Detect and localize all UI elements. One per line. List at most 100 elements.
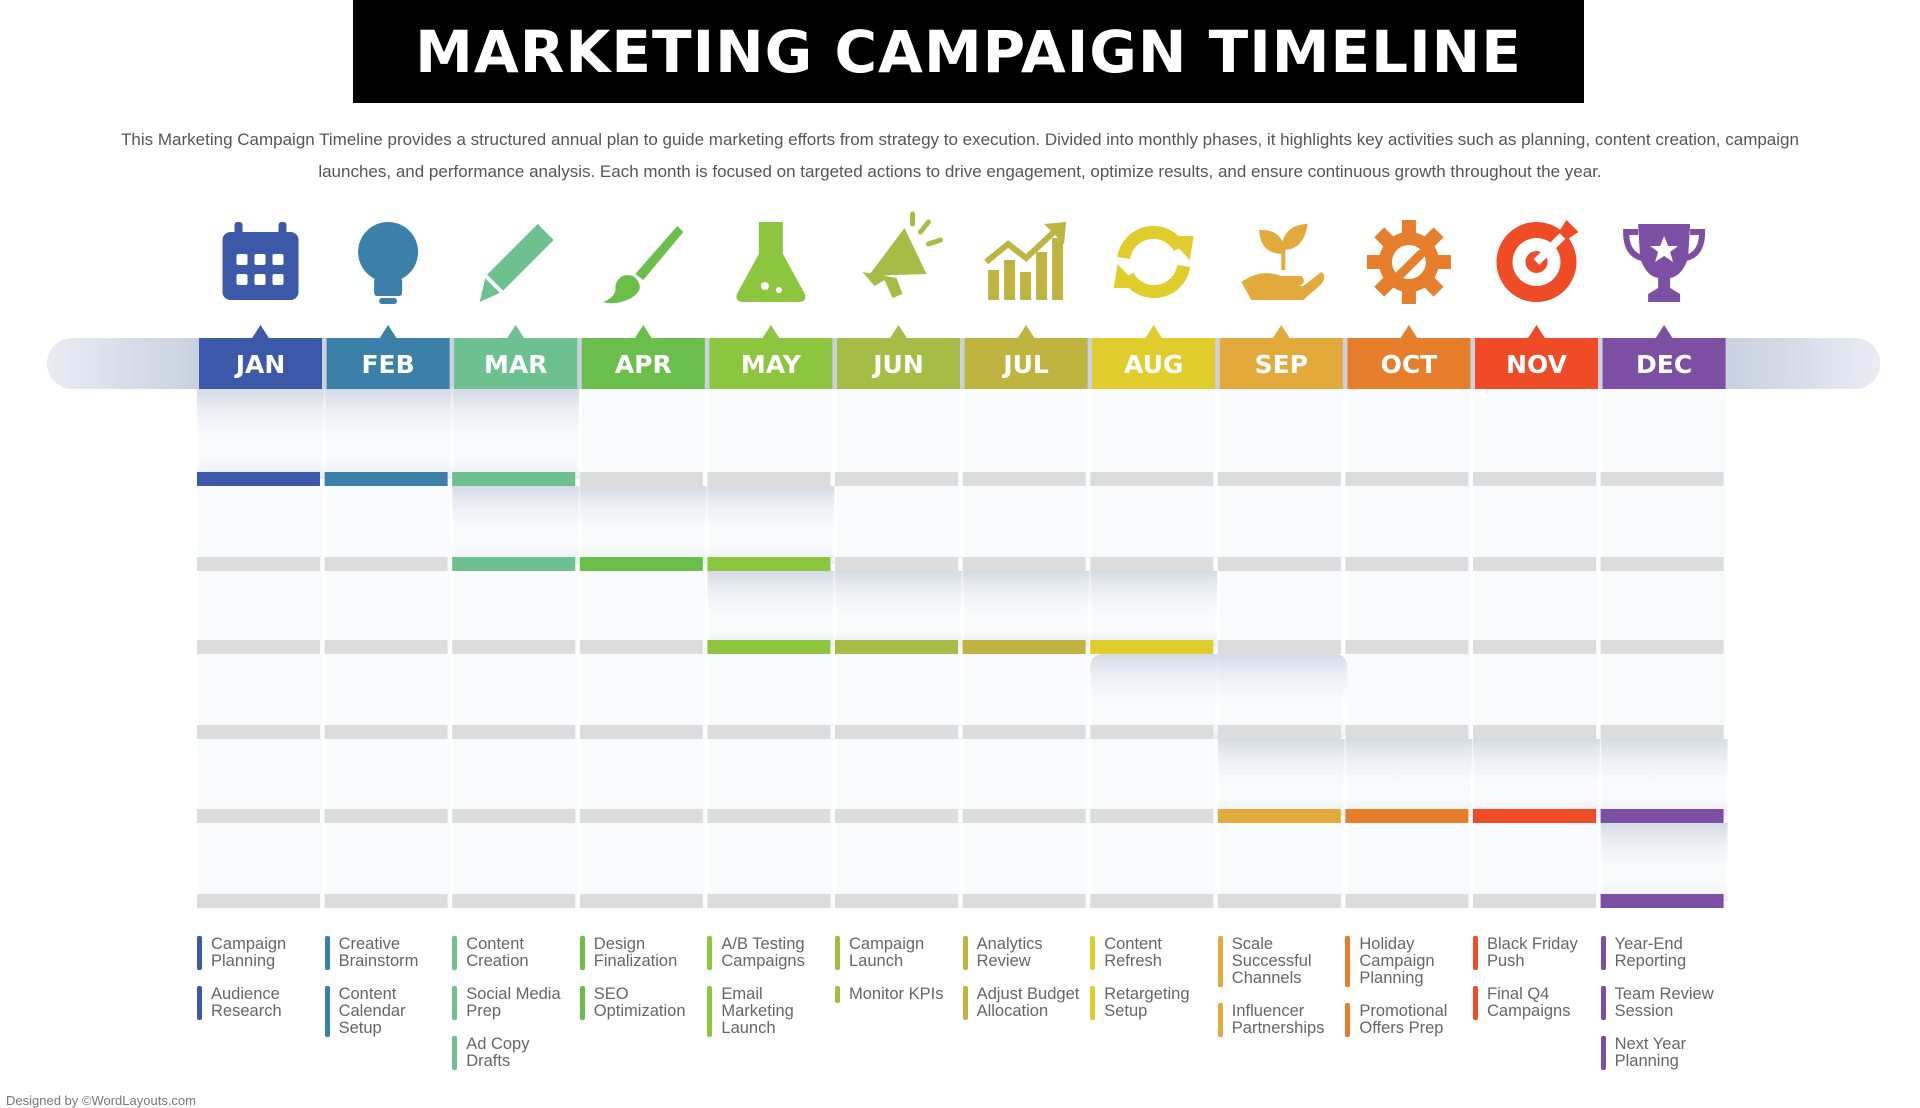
row-segment	[1345, 809, 1469, 823]
task: Social Media Prep	[452, 986, 570, 1020]
row-segment	[1473, 894, 1596, 908]
row-segment	[579, 725, 703, 739]
task: Influencer Partnerships	[1217, 1003, 1336, 1037]
task: Design Finalization	[579, 935, 698, 970]
task-text: Year-End Reporting	[1614, 935, 1687, 970]
task: Promotional Offers Prep	[1345, 1003, 1463, 1037]
row-segment	[1600, 557, 1724, 571]
month-box	[1219, 338, 1343, 389]
icon-part	[1650, 236, 1679, 262]
icon-part	[236, 254, 248, 265]
task-text: Ad Copy Drafts	[466, 1035, 530, 1070]
icon-part	[760, 282, 769, 290]
month-label: OCT	[1381, 350, 1438, 379]
month-icon	[479, 224, 554, 302]
task-bar	[1217, 936, 1223, 987]
row-segment	[324, 472, 448, 486]
month-label: APR	[615, 350, 672, 379]
icon-part	[868, 228, 927, 276]
row-segment	[1090, 894, 1214, 908]
icon-part	[234, 222, 243, 238]
icon-part	[775, 287, 782, 293]
task-bar	[324, 936, 330, 970]
task-bar	[962, 986, 968, 1020]
row-segment	[579, 809, 703, 823]
task: A/B Testing Campaigns	[707, 936, 825, 970]
row-segment	[1345, 557, 1469, 571]
span-shade	[197, 389, 324, 479]
row-segment	[197, 472, 320, 486]
task-text: SEO Optimization	[593, 985, 686, 1020]
row-segment	[1090, 557, 1214, 571]
row-segment	[1600, 809, 1724, 823]
row-segment	[452, 894, 576, 908]
task-text: Content Creation	[466, 935, 529, 970]
description: This Marketing Campaign Timeline provide…	[121, 130, 1799, 181]
month-icon	[736, 222, 806, 302]
task: Adjust Budget Allocation	[962, 986, 1081, 1020]
icon-part	[1533, 229, 1570, 265]
icon-part	[910, 211, 943, 247]
icon-part	[862, 272, 903, 298]
task-bar	[1217, 1003, 1223, 1037]
month-icon	[1113, 225, 1194, 299]
row-segment	[324, 809, 448, 823]
row-segment	[707, 472, 831, 486]
icon-part	[379, 298, 398, 304]
task-text: Retargeting Setup	[1104, 985, 1190, 1020]
task-text: Analytics Review	[976, 935, 1043, 970]
task-bar	[707, 986, 713, 1037]
month-pointer	[761, 325, 780, 339]
span-shade	[452, 389, 580, 479]
month-icon	[984, 222, 1067, 300]
task-bar	[452, 1036, 458, 1070]
icon-part	[1422, 275, 1444, 297]
row-segment	[1217, 557, 1341, 571]
task-bar	[962, 936, 968, 970]
task-bar	[1345, 1003, 1351, 1037]
task-bar	[1600, 986, 1606, 1020]
row-segment	[707, 894, 831, 908]
month-box	[1347, 338, 1471, 389]
task-text: Campaign Launch	[849, 935, 925, 970]
task-bar	[1600, 936, 1606, 970]
task-bar	[707, 936, 713, 970]
row-segment	[197, 894, 320, 908]
span-shade	[835, 571, 962, 647]
icon-part	[479, 224, 554, 302]
row-segment	[197, 557, 320, 571]
icon-part	[1422, 227, 1444, 249]
task: Monitor KPIs	[835, 986, 953, 1003]
span-shade	[1600, 739, 1728, 816]
month-label: FEB	[361, 350, 414, 379]
task-text: Audience Research	[211, 985, 282, 1020]
row-segment	[1217, 640, 1341, 654]
task-text: Promotional Offers Prep	[1359, 1002, 1448, 1037]
icon-part	[1623, 229, 1706, 261]
row-segment	[1600, 894, 1724, 908]
task-bar	[835, 936, 840, 970]
row-segment	[1090, 640, 1214, 654]
row-segment	[452, 557, 576, 571]
month-icon	[862, 211, 943, 298]
task: Content Creation	[452, 936, 570, 970]
icon-part	[272, 274, 284, 285]
icon-part	[278, 222, 287, 238]
row-segment	[1090, 809, 1214, 823]
row-segment	[579, 557, 703, 571]
icon-part	[1241, 272, 1325, 300]
icon-part	[1638, 224, 1691, 302]
month-pointer	[889, 325, 908, 339]
icon-part	[1366, 255, 1383, 269]
task-text: Design Finalization	[593, 935, 678, 970]
row-segment	[1473, 725, 1596, 739]
row-segment	[835, 472, 958, 486]
icon-part	[272, 254, 284, 265]
span-shade	[707, 486, 835, 564]
row-segment	[1600, 472, 1724, 486]
task-text: Black Friday Push	[1487, 935, 1578, 970]
month-label: JAN	[234, 350, 286, 379]
icon-part	[1052, 238, 1064, 300]
